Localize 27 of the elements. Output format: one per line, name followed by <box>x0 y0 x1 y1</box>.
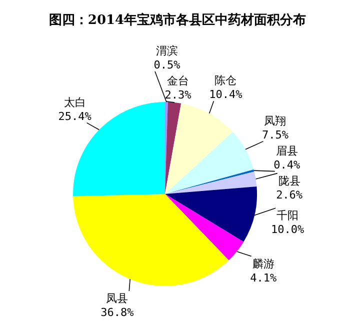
slice-label: 凤县 <box>106 292 128 305</box>
slice-label: 陈仓 <box>214 74 237 88</box>
data-label: 10.0% <box>271 223 305 236</box>
pie-slice <box>165 194 244 260</box>
chart-title: 图四：2014年宝鸡市各县区中药材面积分布 <box>48 12 306 28</box>
data-label: 36.8% <box>100 306 134 319</box>
pie-slice <box>165 186 257 242</box>
slice-label: 麟游 <box>252 257 274 270</box>
data-label: 0.4% <box>274 158 300 172</box>
slice-label: 太白 <box>64 96 86 109</box>
slice-label: 渭滨 <box>156 44 178 58</box>
data-label: 7.5% <box>262 128 289 142</box>
slice-label: 凤翔 <box>264 114 286 128</box>
data-label: 25.4% <box>58 110 92 123</box>
pie-slice <box>165 103 233 194</box>
pie-slice <box>165 132 254 194</box>
pie-slice <box>73 194 229 286</box>
slice-label: 千阳 <box>276 209 299 222</box>
slice-label: 金台 <box>167 74 190 88</box>
pie-slice <box>165 102 182 194</box>
data-label: 10.4% <box>209 88 243 102</box>
data-label: 2.6% <box>276 188 303 202</box>
data-label: 4.1% <box>250 271 277 284</box>
data-label: 2.3% <box>164 88 192 102</box>
slice-label: 陇县 <box>278 174 300 188</box>
slice-label: 眉县 <box>276 144 298 158</box>
data-label: 0.5% <box>154 58 181 72</box>
